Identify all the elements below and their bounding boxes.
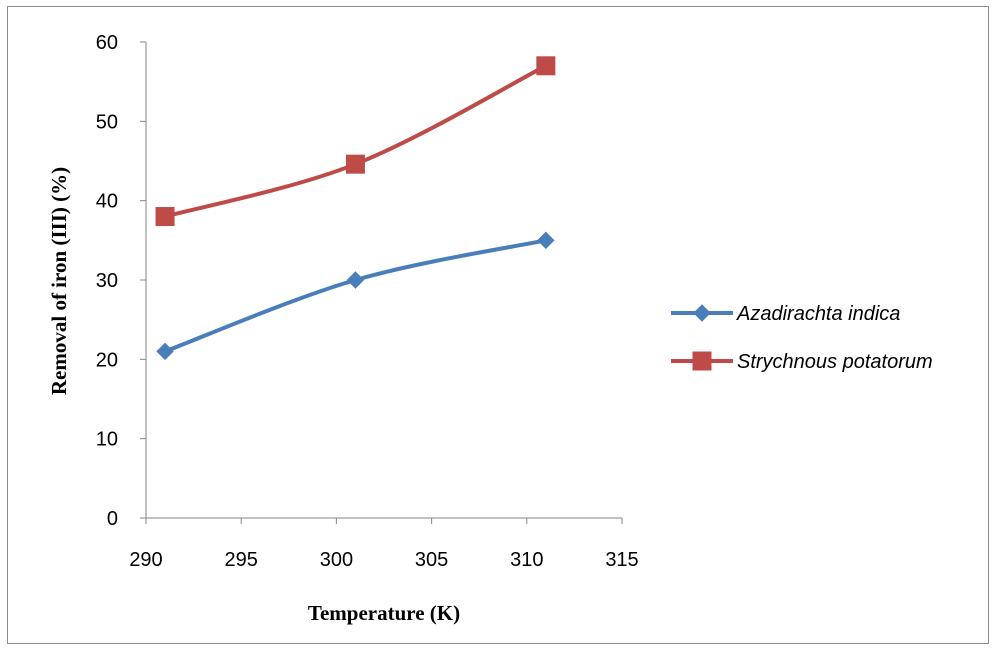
data-point-marker bbox=[156, 342, 174, 361]
chart-frame bbox=[7, 6, 989, 644]
legend-item: Azadirachta indica bbox=[671, 303, 900, 325]
data-point-marker bbox=[345, 154, 365, 174]
legend-label: Strychnous potatorum bbox=[737, 351, 933, 373]
y-axis-ticks: 0 10 20 30 40 50 60 bbox=[96, 32, 146, 530]
y-tick-label: 30 bbox=[96, 270, 118, 292]
y-tick-label: 10 bbox=[96, 429, 118, 451]
data-point-marker bbox=[155, 207, 175, 227]
x-axis-ticks: 290 295 300 305 310 315 bbox=[129, 518, 639, 571]
axes bbox=[145, 42, 622, 519]
legend-item: Strychnous potatorum bbox=[671, 351, 933, 373]
y-tick-label: 50 bbox=[96, 111, 118, 133]
x-tick-label: 315 bbox=[605, 549, 638, 571]
y-tick-label: 20 bbox=[96, 349, 118, 371]
series-line bbox=[164, 64, 547, 219]
data-point-marker bbox=[346, 271, 365, 289]
series-line bbox=[164, 238, 547, 354]
x-tick-label: 300 bbox=[320, 549, 353, 571]
legend: Azadirachta indica Strychnous potatorum bbox=[671, 303, 933, 373]
x-tick-label: 310 bbox=[510, 549, 543, 571]
x-tick-label: 305 bbox=[415, 549, 448, 571]
data-point-marker bbox=[537, 231, 555, 250]
legend-label: Azadirachta indica bbox=[736, 303, 900, 325]
y-axis-title: Removal of iron (III) (%) bbox=[47, 167, 71, 395]
x-tick-label: 290 bbox=[129, 549, 162, 571]
y-tick-label: 60 bbox=[96, 32, 118, 54]
y-tick-label: 40 bbox=[96, 191, 118, 213]
x-axis-title: Temperature (K) bbox=[308, 601, 460, 625]
legend-marker bbox=[693, 304, 711, 322]
x-tick-label: 295 bbox=[225, 549, 258, 571]
series-1 bbox=[156, 231, 555, 361]
series-layer bbox=[155, 56, 556, 361]
legend-marker bbox=[692, 351, 712, 371]
data-point-marker bbox=[536, 56, 556, 76]
series-2 bbox=[155, 56, 556, 227]
y-tick-label: 0 bbox=[107, 508, 118, 530]
